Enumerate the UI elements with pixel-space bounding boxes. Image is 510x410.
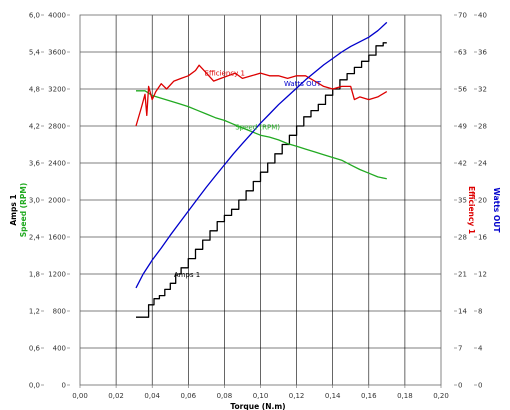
- y-tick-label-eff: 42: [458, 160, 467, 168]
- y-axis-title-watts: Watts OUT: [492, 188, 501, 234]
- series-label-amps: Amps 1: [174, 271, 200, 279]
- y-tick-label-eff: 70: [458, 12, 467, 20]
- series-line-speed: [136, 90, 387, 180]
- y-tick-label-amps: 2,4: [29, 234, 41, 242]
- y-axis-title-amps: Amps 1: [9, 194, 18, 225]
- x-tick-label: 0,08: [217, 392, 233, 400]
- y-tick-label-eff: 28: [458, 234, 467, 242]
- y-tick-label-amps: 3,0: [29, 197, 40, 205]
- y-tick-label-speed: 0: [62, 382, 66, 390]
- x-tick-label: 0,12: [289, 392, 305, 400]
- y-tick-label-watts: 0: [478, 382, 482, 390]
- y-tick-label-watts: 32: [478, 86, 487, 94]
- y-tick-label-eff: 63: [458, 49, 467, 57]
- x-tick-label: 0,06: [181, 392, 197, 400]
- x-axis-ticks: 0,00 0,02 0,04 0,06 0,08 0,10 0,12 0,14 0,16 0,18…: [72, 385, 449, 400]
- y-tick-label-eff: 14: [458, 308, 467, 316]
- y-tick-label-eff: 21: [458, 271, 467, 279]
- x-tick-label: 0,16: [361, 392, 377, 400]
- series-line-eff: [135, 64, 388, 127]
- x-axis-title: Torque (N.m): [230, 402, 285, 410]
- y-tick-label-speed: 4000: [48, 12, 66, 20]
- y-tick-label-watts: 40: [478, 12, 487, 20]
- series-group: [135, 21, 388, 318]
- y-tick-label-eff: 56: [458, 86, 467, 94]
- y-tick-label-eff: 49: [458, 123, 467, 131]
- y-tick-label-speed: 1200: [48, 271, 66, 279]
- x-tick-label: 0,10: [253, 392, 269, 400]
- series-label-watts: Watts OUT: [284, 80, 322, 88]
- x-tick-label: 0,18: [397, 392, 413, 400]
- y-tick-label-eff: 0: [458, 382, 462, 390]
- series-label-speed: Speed (RPM): [235, 124, 280, 132]
- x-tick-label: 0,20: [433, 392, 449, 400]
- y-tick-label-amps: 0,0: [29, 382, 40, 390]
- y-tick-label-speed: 1600: [48, 234, 66, 242]
- y-tick-label-speed: 400: [53, 345, 66, 353]
- series-line-watts: [135, 21, 388, 289]
- series-labels: Amps 1 Speed (RPM) Efficiency 1 Watts OUT: [174, 69, 322, 279]
- y-tick-label-watts: 36: [478, 49, 487, 57]
- y-tick-label-amps: 5,4: [29, 49, 41, 57]
- y-tick-label-watts: 4: [478, 345, 483, 353]
- y-tick-label-watts: 20: [478, 197, 487, 205]
- y-tick-label-speed: 2400: [48, 160, 66, 168]
- y-tick-label-speed: 800: [53, 308, 66, 316]
- y-tick-label-amps: 3,6: [29, 160, 41, 168]
- y-tick-label-eff: 7: [458, 345, 462, 353]
- y-tick-label-eff: 35: [458, 197, 467, 205]
- y-tick-label-amps: 1,2: [29, 308, 40, 316]
- y-tick-label-amps: 6,0: [29, 12, 40, 20]
- y-tick-label-amps: 1,8: [29, 271, 40, 279]
- y-tick-label-watts: 24: [478, 160, 487, 168]
- y-tick-label-watts: 16: [478, 234, 487, 242]
- y-axis-title-speed: Speed (RPM): [19, 183, 28, 238]
- vertical-gridlines: [115, 15, 406, 385]
- y-axis-ticks: 0,00,61,21,82,43,03,64,24,85,46,00400800…: [29, 12, 488, 390]
- x-tick-label: 0,04: [144, 392, 160, 400]
- series-label-eff: Efficiency 1: [205, 69, 245, 77]
- y-tick-label-amps: 4,8: [29, 86, 40, 94]
- y-tick-label-watts: 8: [478, 308, 482, 316]
- y-tick-label-watts: 28: [478, 123, 487, 131]
- x-tick-label: 0,00: [72, 392, 88, 400]
- y-tick-label-amps: 4,2: [29, 123, 40, 131]
- x-tick-label: 0,14: [325, 392, 341, 400]
- y-tick-label-speed: 3600: [48, 49, 66, 57]
- y-tick-label-watts: 12: [478, 271, 487, 279]
- y-tick-label-speed: 2000: [48, 197, 66, 205]
- y-tick-label-speed: 3200: [48, 86, 66, 94]
- series-line-amps: [136, 42, 387, 318]
- y-axis-title-efficiency: Efficiency 1: [467, 186, 476, 234]
- x-tick-label: 0,02: [108, 392, 124, 400]
- y-tick-label-speed: 2800: [48, 123, 66, 131]
- y-tick-label-amps: 0,6: [29, 345, 41, 353]
